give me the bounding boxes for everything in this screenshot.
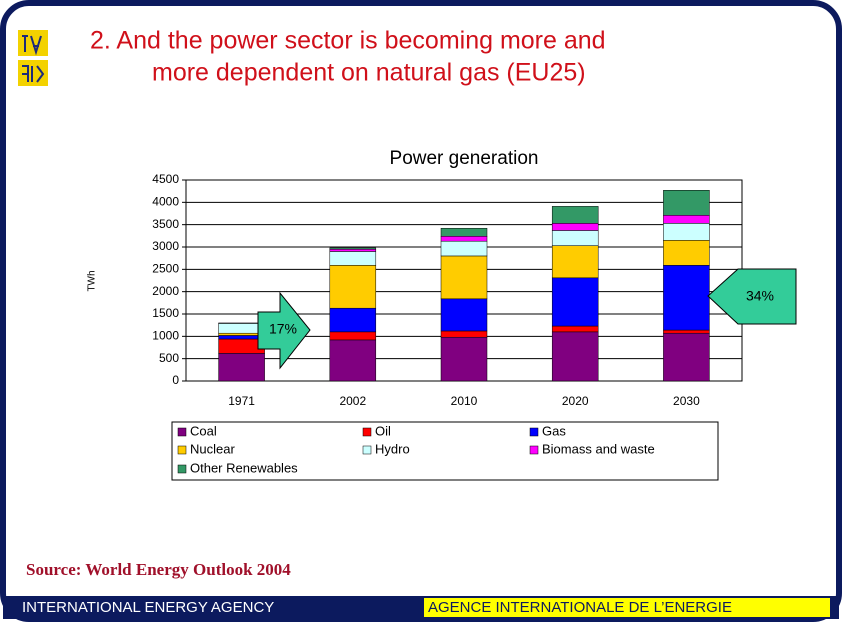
annotation: 34%: [746, 288, 774, 304]
legend-swatch: [177, 464, 187, 474]
bar-segment: [551, 325, 599, 333]
legend-swatch: [177, 427, 187, 437]
x-tick-label: 1971: [228, 394, 255, 408]
legend-label: Other Renewables: [190, 460, 298, 475]
bar-segment: [551, 245, 599, 279]
source-note: Source: World Energy Outlook 2004: [26, 560, 291, 579]
x-tick-label: 2002: [339, 394, 366, 408]
legend: [171, 421, 719, 481]
legend-swatch: [362, 427, 372, 437]
legend-swatch: [529, 427, 539, 437]
bar-segment: [551, 230, 599, 246]
bar-segment: [329, 265, 377, 309]
bar-segment: [663, 265, 710, 331]
x-tick-label: 2010: [451, 394, 478, 408]
y-axis-label: TWh: [87, 270, 98, 291]
annotation: 17%: [269, 321, 297, 337]
annotation-arrow: [257, 291, 311, 370]
bar-segment: [329, 251, 377, 266]
y-tick-label: 4500: [152, 172, 179, 186]
legend-label: Coal: [190, 423, 217, 438]
chart-title: Power generation: [390, 148, 539, 169]
legend-label: Biomass and waste: [542, 441, 655, 456]
y-tick-label: 2500: [152, 262, 179, 276]
bar-segment: [440, 336, 488, 382]
slide-title: more dependent on natural gas (EU25): [152, 59, 586, 87]
legend-label: Hydro: [375, 441, 410, 456]
y-tick-label: 4000: [152, 195, 179, 209]
bar-segment: [551, 277, 599, 327]
bar-segment: [329, 339, 377, 382]
y-tick-label: 3500: [152, 217, 179, 231]
bar-segment: [551, 331, 599, 382]
footer-left: INTERNATIONAL ENERGY AGENCY: [22, 599, 274, 616]
bar-segment: [329, 307, 377, 333]
bar-segment: [440, 255, 488, 300]
legend-label: Oil: [375, 423, 391, 438]
bar-segment: [663, 332, 710, 382]
bar-segment: [329, 331, 377, 341]
legend-label: Nuclear: [190, 441, 235, 456]
x-tick-label: 2020: [562, 394, 589, 408]
legend-swatch: [177, 445, 187, 455]
bar-segment: [440, 240, 488, 257]
bar-segment: [329, 247, 377, 250]
annotation-arrow: [707, 268, 797, 325]
bar-segment: [440, 227, 488, 237]
legend-swatch: [362, 445, 372, 455]
bar-segment: [440, 298, 488, 332]
y-tick-label: 500: [159, 351, 179, 365]
bar-segment: [440, 330, 488, 338]
bar-segment: [551, 223, 599, 231]
y-tick-label: 1500: [152, 306, 179, 320]
legend-swatch: [529, 445, 539, 455]
bar-segment: [663, 190, 710, 216]
footer-highlight: [424, 598, 830, 617]
legend-label: Gas: [542, 423, 566, 438]
bar-segment: [440, 236, 488, 242]
bar-segment: [663, 240, 710, 266]
footer-right: AGENCE INTERNATIONALE DE L’ENERGIE: [428, 599, 732, 616]
x-tick-label: 2030: [673, 394, 700, 408]
slide-title: 2. And the power sector is becoming more…: [90, 27, 606, 55]
bar-segment: [663, 215, 710, 224]
bar-segment: [329, 248, 377, 252]
y-tick-label: 0: [172, 373, 179, 387]
y-tick-label: 3000: [152, 239, 179, 253]
y-tick-label: 1000: [152, 329, 179, 343]
bar-segment: [663, 329, 710, 334]
bar-segment: [218, 353, 265, 382]
y-tick-label: 2000: [152, 284, 179, 298]
bar-segment: [663, 223, 710, 241]
bar-segment: [551, 206, 599, 224]
logo: [18, 30, 48, 86]
